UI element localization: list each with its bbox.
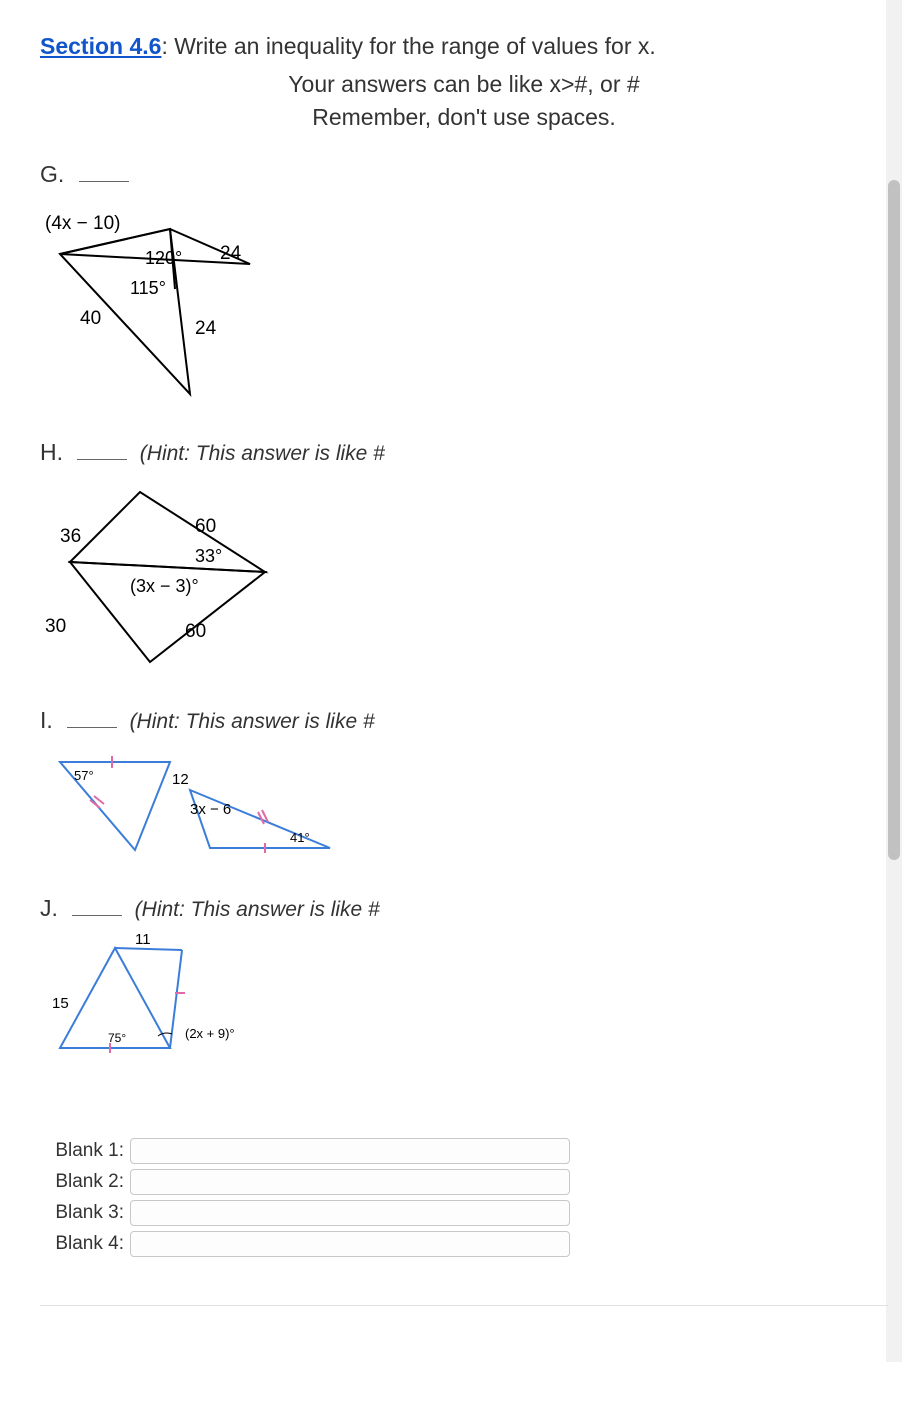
problem-J-label: J.	[40, 895, 58, 922]
problem-G: G.	[40, 159, 888, 188]
bottom-separator	[40, 1305, 888, 1306]
header-line-3: Remember, don't use spaces.	[40, 104, 888, 131]
figure-J: 11 15 75° (2x + 9)°	[40, 928, 888, 1073]
blank-4-label: Blank 4:	[40, 1233, 124, 1255]
figG-4x10: (4x − 10)	[45, 213, 121, 234]
figure-I: 57° 12 3x − 6 41°	[40, 740, 888, 865]
blank-3-row: Blank 3:	[40, 1200, 888, 1226]
blank-1-row: Blank 1:	[40, 1138, 888, 1164]
figJ-11: 11	[135, 931, 151, 948]
figH-60b: 60	[185, 621, 206, 642]
blank-2-input[interactable]	[130, 1169, 570, 1195]
blank-2-row: Blank 2:	[40, 1169, 888, 1195]
figI-57: 57°	[74, 768, 94, 783]
problem-I-blank	[67, 705, 117, 728]
problem-H-blank	[77, 437, 127, 460]
problem-I: I. (Hint: This answer is like #	[40, 705, 888, 734]
problem-I-label: I.	[40, 707, 53, 734]
blank-4-input[interactable]	[130, 1231, 570, 1257]
header-line-2: Your answers can be like x>#, or #	[40, 71, 888, 98]
problem-J: J. (Hint: This answer is like #	[40, 893, 888, 922]
figJ-2x9: (2x + 9)°	[185, 1026, 235, 1041]
header-line-1: Section 4.6: Write an inequality for the…	[40, 28, 888, 65]
blank-3-label: Blank 3:	[40, 1202, 124, 1224]
problem-H-label: H.	[40, 439, 63, 466]
problem-I-hint: (Hint: This answer is like #	[130, 710, 375, 733]
figure-H: 36 60 33° (3x − 3)° 60 30	[40, 472, 888, 677]
problem-G-label: G.	[40, 161, 64, 188]
figG-24a: 24	[220, 243, 242, 264]
problem-G-blank	[79, 159, 129, 182]
figI-41: 41°	[290, 830, 310, 845]
problem-H-hint: (Hint: This answer is like #	[140, 442, 385, 465]
problem-J-hint: (Hint: This answer is like #	[135, 898, 380, 921]
figH-36: 36	[60, 526, 81, 547]
blank-1-label: Blank 1:	[40, 1140, 124, 1162]
figG-120: 120°	[145, 248, 182, 268]
problem-J-blank	[72, 893, 122, 916]
figH-3x3: (3x − 3)°	[130, 576, 199, 596]
blank-3-input[interactable]	[130, 1200, 570, 1226]
page-content: Section 4.6: Write an inequality for the…	[0, 0, 920, 1362]
figG-40: 40	[80, 308, 101, 329]
figG-115: 115°	[130, 278, 166, 298]
figG-24b: 24	[195, 318, 217, 339]
problem-H: H. (Hint: This answer is like #	[40, 437, 888, 466]
figI-3x6: 3x − 6	[190, 801, 231, 818]
blank-2-label: Blank 2:	[40, 1171, 124, 1193]
figH-33: 33°	[195, 546, 222, 566]
figure-G: (4x − 10) 120° 115° 24 24 40	[40, 194, 888, 409]
section-link[interactable]: Section 4.6	[40, 33, 161, 59]
instruction-text: : Write an inequality for the range of v…	[161, 33, 655, 59]
blank-4-row: Blank 4:	[40, 1231, 888, 1257]
figI-12: 12	[172, 771, 189, 788]
blank-1-input[interactable]	[130, 1138, 570, 1164]
figH-30: 30	[45, 616, 66, 637]
figJ-15: 15	[52, 995, 69, 1012]
figJ-75: 75°	[108, 1031, 126, 1045]
figH-60a: 60	[195, 516, 216, 537]
